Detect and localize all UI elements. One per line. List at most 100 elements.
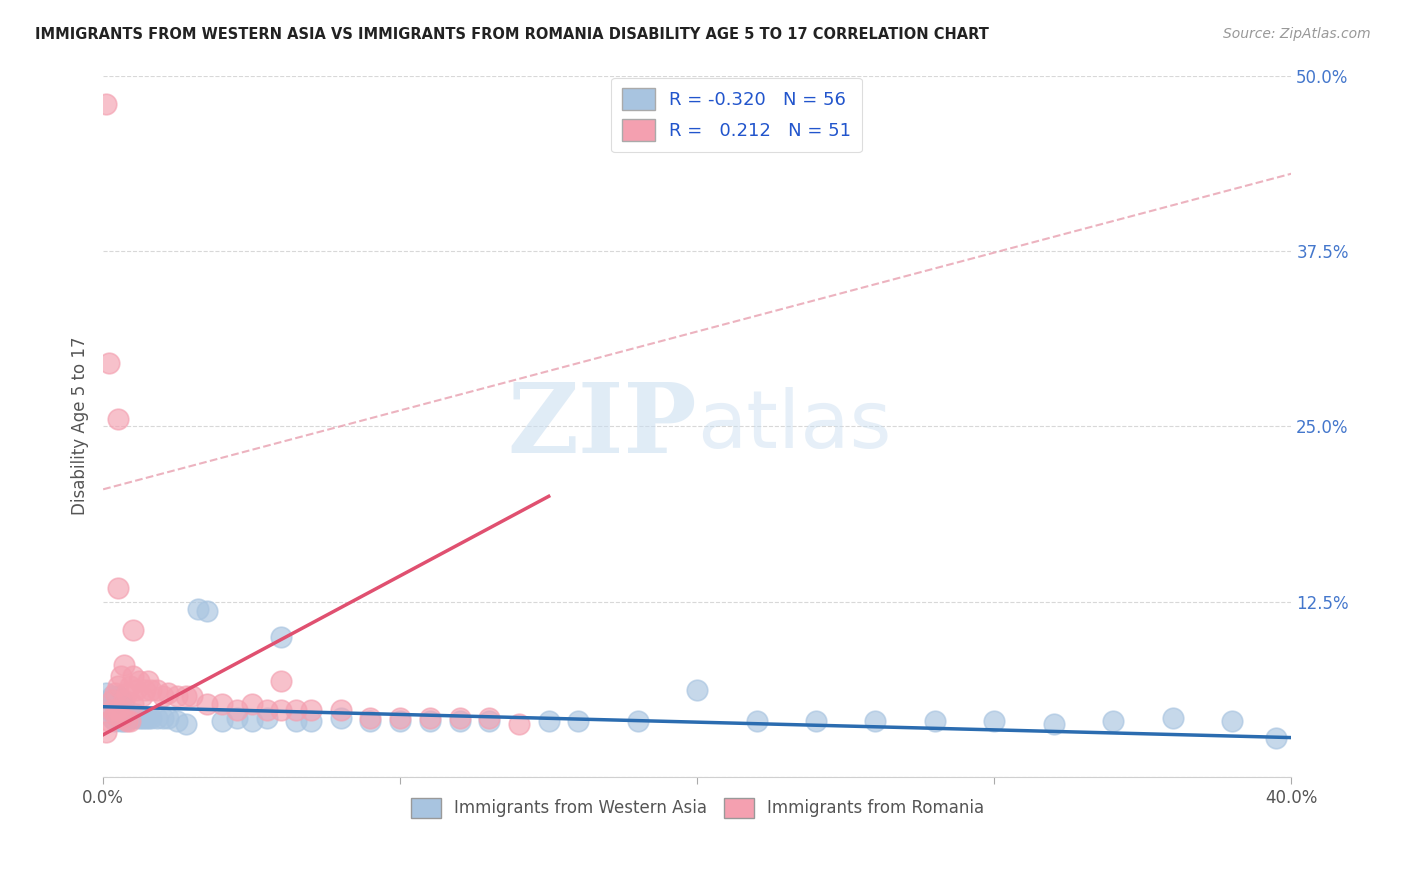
Point	[240, 697, 263, 711]
Point	[449, 714, 471, 728]
Point	[299, 702, 322, 716]
Point	[256, 702, 278, 716]
Point	[1042, 716, 1064, 731]
Point	[112, 699, 135, 714]
Point	[804, 714, 827, 728]
Point	[104, 706, 127, 721]
Point	[508, 716, 530, 731]
Point	[145, 711, 167, 725]
Point	[107, 702, 129, 716]
Point	[478, 714, 501, 728]
Point	[1265, 731, 1288, 745]
Point	[128, 674, 150, 689]
Point	[121, 669, 143, 683]
Point	[115, 686, 138, 700]
Point	[94, 725, 117, 739]
Point	[686, 682, 709, 697]
Point	[389, 714, 412, 728]
Point	[225, 711, 247, 725]
Point	[107, 679, 129, 693]
Point	[627, 714, 650, 728]
Point	[745, 714, 768, 728]
Point	[104, 714, 127, 728]
Point	[110, 714, 132, 728]
Point	[104, 692, 127, 706]
Point	[285, 702, 308, 716]
Point	[166, 689, 188, 703]
Point	[115, 706, 138, 721]
Point	[152, 689, 174, 703]
Point	[145, 682, 167, 697]
Point	[128, 711, 150, 725]
Point	[125, 706, 148, 721]
Text: Source: ZipAtlas.com: Source: ZipAtlas.com	[1223, 27, 1371, 41]
Point	[121, 623, 143, 637]
Point	[104, 686, 127, 700]
Text: ZIP: ZIP	[508, 379, 697, 473]
Point	[112, 692, 135, 706]
Point	[389, 711, 412, 725]
Point	[152, 711, 174, 725]
Point	[125, 682, 148, 697]
Point	[134, 711, 156, 725]
Point	[118, 711, 141, 725]
Point	[94, 96, 117, 111]
Point	[176, 716, 198, 731]
Point	[1220, 714, 1243, 728]
Point	[256, 711, 278, 725]
Y-axis label: Disability Age 5 to 17: Disability Age 5 to 17	[72, 337, 89, 516]
Point	[270, 702, 292, 716]
Point	[359, 711, 381, 725]
Legend: Immigrants from Western Asia, Immigrants from Romania: Immigrants from Western Asia, Immigrants…	[404, 791, 991, 824]
Point	[121, 697, 143, 711]
Point	[107, 711, 129, 725]
Point	[139, 682, 162, 697]
Point	[211, 714, 233, 728]
Point	[329, 702, 352, 716]
Point	[112, 714, 135, 728]
Point	[166, 714, 188, 728]
Point	[131, 689, 153, 703]
Point	[285, 714, 308, 728]
Point	[139, 711, 162, 725]
Point	[118, 679, 141, 693]
Point	[94, 686, 117, 700]
Point	[157, 686, 180, 700]
Point	[449, 711, 471, 725]
Point	[983, 714, 1005, 728]
Point	[225, 702, 247, 716]
Point	[1161, 711, 1184, 725]
Point	[107, 412, 129, 426]
Point	[865, 714, 887, 728]
Point	[98, 702, 121, 716]
Point	[118, 714, 141, 728]
Text: atlas: atlas	[697, 387, 891, 466]
Text: IMMIGRANTS FROM WESTERN ASIA VS IMMIGRANTS FROM ROMANIA DISABILITY AGE 5 TO 17 C: IMMIGRANTS FROM WESTERN ASIA VS IMMIGRAN…	[35, 27, 988, 42]
Point	[299, 714, 322, 728]
Point	[537, 714, 560, 728]
Point	[181, 689, 204, 703]
Point	[101, 711, 124, 725]
Point	[101, 702, 124, 716]
Point	[270, 630, 292, 644]
Point	[240, 714, 263, 728]
Point	[195, 604, 218, 618]
Point	[176, 689, 198, 703]
Point	[270, 674, 292, 689]
Point	[101, 689, 124, 703]
Point	[112, 657, 135, 672]
Point	[110, 669, 132, 683]
Point	[187, 601, 209, 615]
Point	[329, 711, 352, 725]
Point	[567, 714, 589, 728]
Point	[1102, 714, 1125, 728]
Point	[359, 714, 381, 728]
Point	[419, 711, 441, 725]
Point	[98, 356, 121, 370]
Point	[136, 711, 159, 725]
Point	[98, 692, 121, 706]
Point	[110, 711, 132, 725]
Point	[101, 692, 124, 706]
Point	[98, 714, 121, 728]
Point	[136, 674, 159, 689]
